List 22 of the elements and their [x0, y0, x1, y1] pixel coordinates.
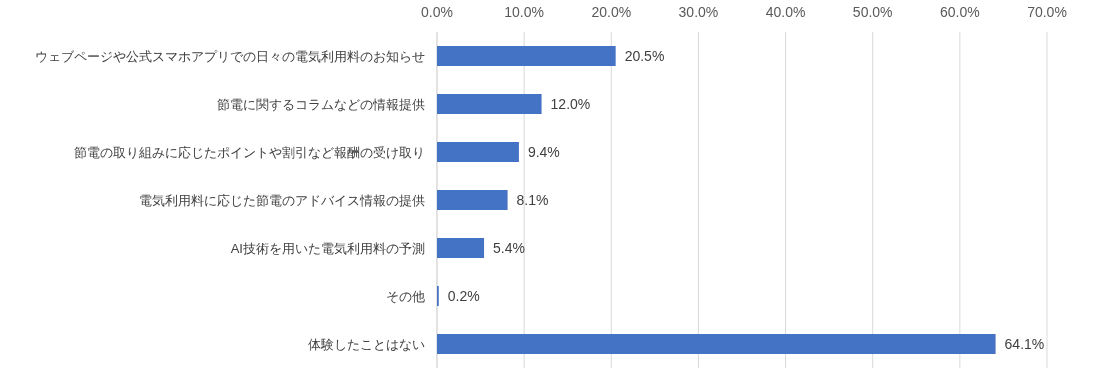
data-label: 12.0% — [550, 96, 591, 112]
data-label: 5.4% — [493, 240, 525, 256]
x-tick-label: 50.0% — [852, 4, 893, 20]
data-label: 8.1% — [516, 192, 549, 208]
y-tick-label: その他 — [386, 289, 425, 304]
x-tick-label: 10.0% — [504, 4, 544, 20]
x-tick-label: 30.0% — [678, 4, 719, 20]
x-tick-label: 70.0% — [1027, 4, 1067, 20]
y-tick-label: 体験したことはない — [308, 337, 425, 352]
y-tick-label: 節電に関するコラムなどの情報提供 — [217, 97, 425, 112]
y-tick-label: ウェブページや公式スマホアプリでの日々の電気利用料のお知らせ — [35, 49, 425, 64]
y-tick-label: 電気利用料に応じた節電のアドバイス情報の提供 — [139, 193, 425, 208]
x-tick-label: 60.0% — [940, 4, 980, 20]
x-tick-label: 0.0% — [421, 4, 453, 20]
y-tick-label: 節電の取り組みに応じたポイントや割引など報酬の受け取り — [74, 145, 425, 160]
data-label: 64.1% — [1004, 336, 1045, 352]
data-label: 20.5% — [624, 48, 665, 64]
x-tick-label: 20.0% — [591, 4, 632, 20]
y-tick-label: AI技術を用いた電気利用料の予測 — [230, 241, 425, 256]
x-tick-label: 40.0% — [765, 4, 806, 20]
data-label: 9.4% — [527, 144, 560, 160]
data-label: 0.2% — [447, 288, 480, 304]
